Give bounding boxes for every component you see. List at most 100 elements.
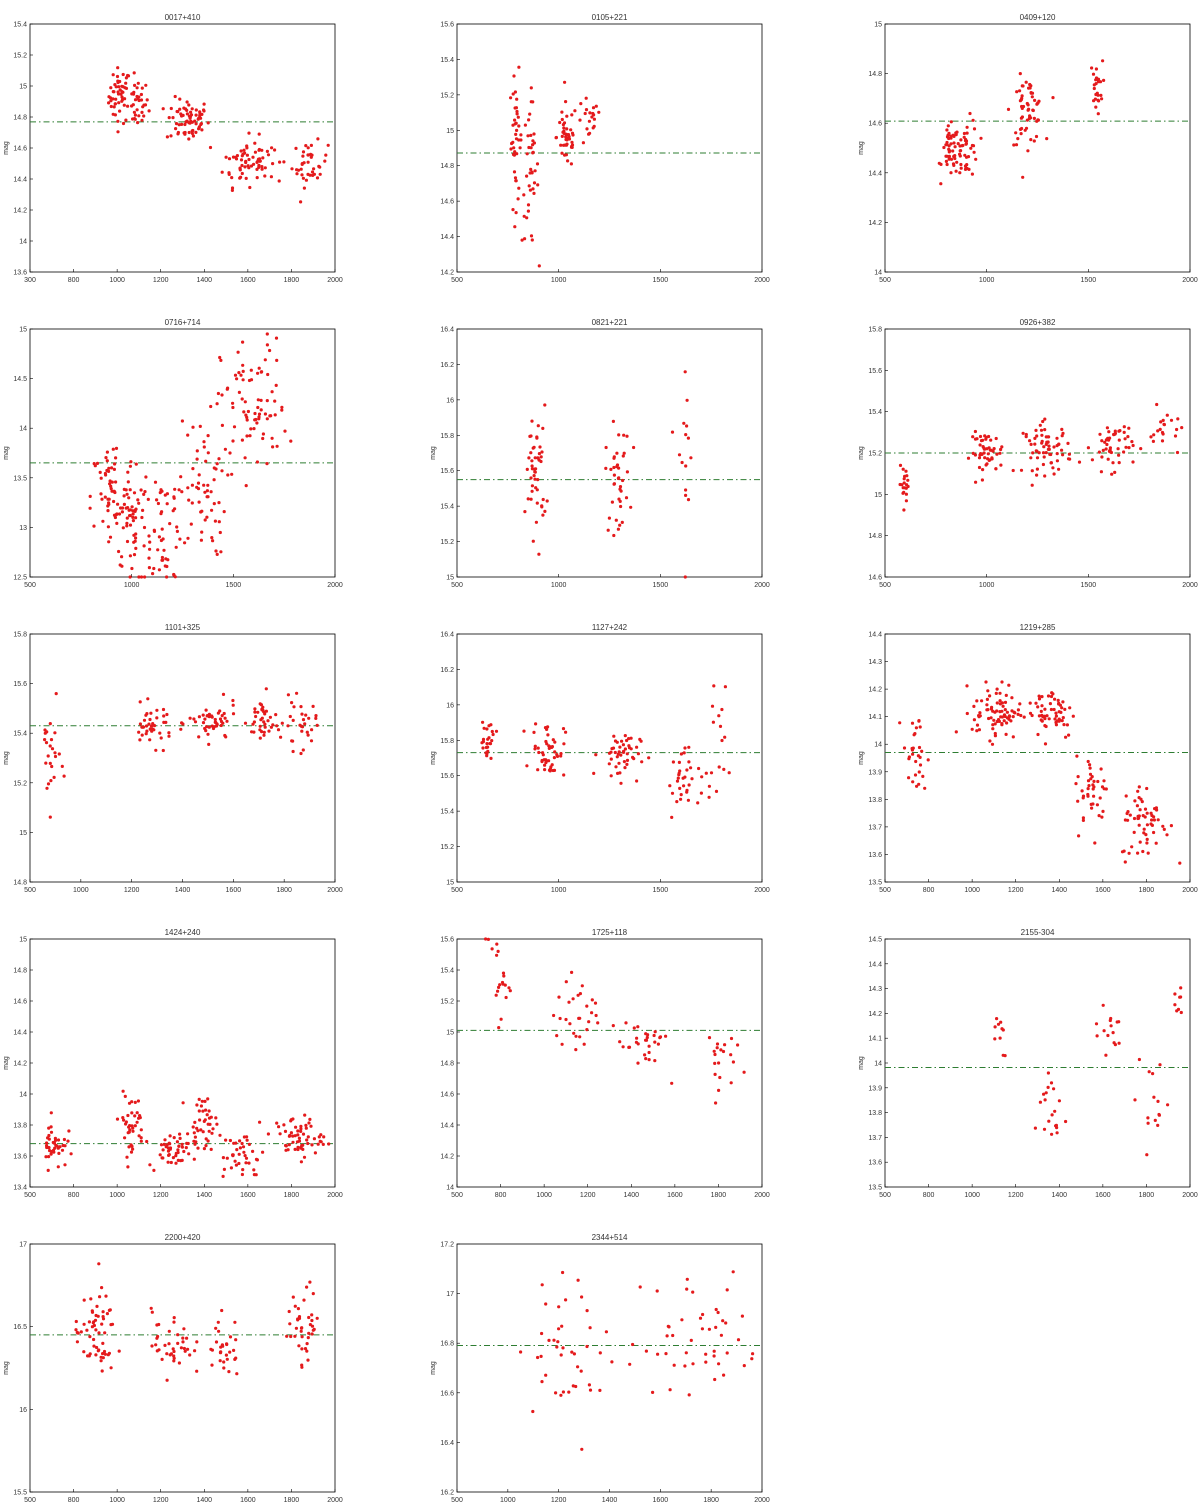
data-point (1054, 714, 1058, 718)
data-point (52, 1141, 57, 1145)
data-point (261, 1150, 265, 1154)
y-tick-label: 14.6 (868, 575, 882, 582)
x-tick-label: 2000 (327, 1497, 343, 1504)
data-point (1095, 803, 1099, 807)
data-point (1028, 439, 1032, 443)
data-point (265, 462, 269, 466)
data-point (998, 710, 1002, 714)
data-point (178, 1132, 182, 1136)
data-point (485, 727, 489, 731)
data-point (622, 433, 626, 437)
data-point (901, 486, 905, 490)
x-tick-label: 1600 (667, 1192, 683, 1199)
y-tick-label: 13.4 (13, 1185, 27, 1192)
data-point (161, 748, 165, 753)
data-point (910, 746, 914, 751)
data-point (578, 992, 583, 996)
data-point (209, 1147, 213, 1151)
data-point (1179, 1010, 1183, 1015)
data-point (566, 133, 571, 137)
data-point (152, 528, 156, 532)
data-point (117, 101, 121, 105)
data-point (1076, 775, 1080, 779)
data-point (552, 756, 557, 760)
data-point (253, 710, 257, 714)
data-point (544, 758, 548, 762)
data-points (88, 332, 293, 579)
data-point (90, 1325, 94, 1329)
data-point (160, 555, 164, 560)
data-point (1051, 96, 1055, 100)
data-point (66, 1139, 70, 1143)
data-point (564, 153, 569, 157)
data-point (584, 96, 588, 100)
data-point (211, 539, 215, 543)
data-point (530, 484, 535, 488)
y-tick-label: 15.2 (13, 780, 27, 787)
data-point (525, 216, 529, 220)
data-point (716, 1310, 720, 1315)
data-point (245, 1138, 249, 1142)
data-point (165, 135, 169, 139)
data-point (74, 1328, 78, 1332)
x-tick-label: 500 (451, 1192, 463, 1199)
data-point (619, 753, 623, 757)
y-tick-label: 14.2 (13, 208, 27, 215)
data-point (57, 752, 61, 756)
data-point (529, 86, 533, 90)
data-point (129, 460, 133, 464)
data-point (529, 167, 533, 171)
x-tick-label: 2000 (1182, 887, 1198, 894)
data-point (913, 773, 918, 777)
data-point (526, 134, 530, 138)
data-point (1061, 700, 1065, 704)
data-point (714, 1325, 718, 1329)
data-point (180, 419, 184, 423)
data-point (513, 118, 517, 122)
data-point (998, 702, 1003, 706)
data-point (131, 519, 135, 523)
data-point (147, 566, 151, 570)
data-point (722, 767, 726, 772)
data-point (1106, 1033, 1110, 1038)
x-tick-label: 500 (451, 1497, 463, 1504)
data-point (234, 1141, 238, 1145)
data-point (562, 126, 566, 130)
y-tick-label: 13.8 (13, 1123, 27, 1130)
data-point (124, 1122, 128, 1126)
data-point (677, 453, 682, 457)
data-point (255, 176, 259, 180)
data-point (105, 450, 109, 454)
data-point (1166, 1103, 1170, 1107)
data-point (301, 1132, 306, 1136)
data-point (613, 750, 617, 755)
data-point (310, 1332, 314, 1336)
x-tick-label: 2000 (754, 582, 770, 589)
y-tick-label: 14.6 (868, 121, 882, 128)
y-tick-label: 14.6 (13, 999, 27, 1006)
data-point (1125, 811, 1129, 816)
data-point (231, 698, 235, 703)
data-point (1088, 772, 1093, 776)
y-tick-label: 17 (446, 1291, 454, 1298)
x-tick-label: 1500 (653, 277, 669, 284)
data-point (265, 149, 269, 153)
data-point (224, 1138, 228, 1142)
data-point (1173, 434, 1178, 438)
data-point (552, 1013, 556, 1018)
data-point (230, 176, 234, 180)
data-point (618, 485, 623, 489)
data-point (568, 1022, 572, 1026)
data-point (165, 712, 169, 717)
data-point (132, 491, 137, 495)
data-point (1043, 474, 1047, 478)
data-point (620, 739, 624, 743)
data-point (263, 412, 267, 416)
data-point (564, 730, 568, 734)
data-point (1037, 714, 1041, 718)
data-point (171, 116, 175, 120)
y-tick-label: 14.8 (13, 115, 27, 122)
y-tick-label: 14.2 (440, 1154, 454, 1161)
data-point (591, 106, 596, 110)
data-point (181, 1101, 185, 1105)
